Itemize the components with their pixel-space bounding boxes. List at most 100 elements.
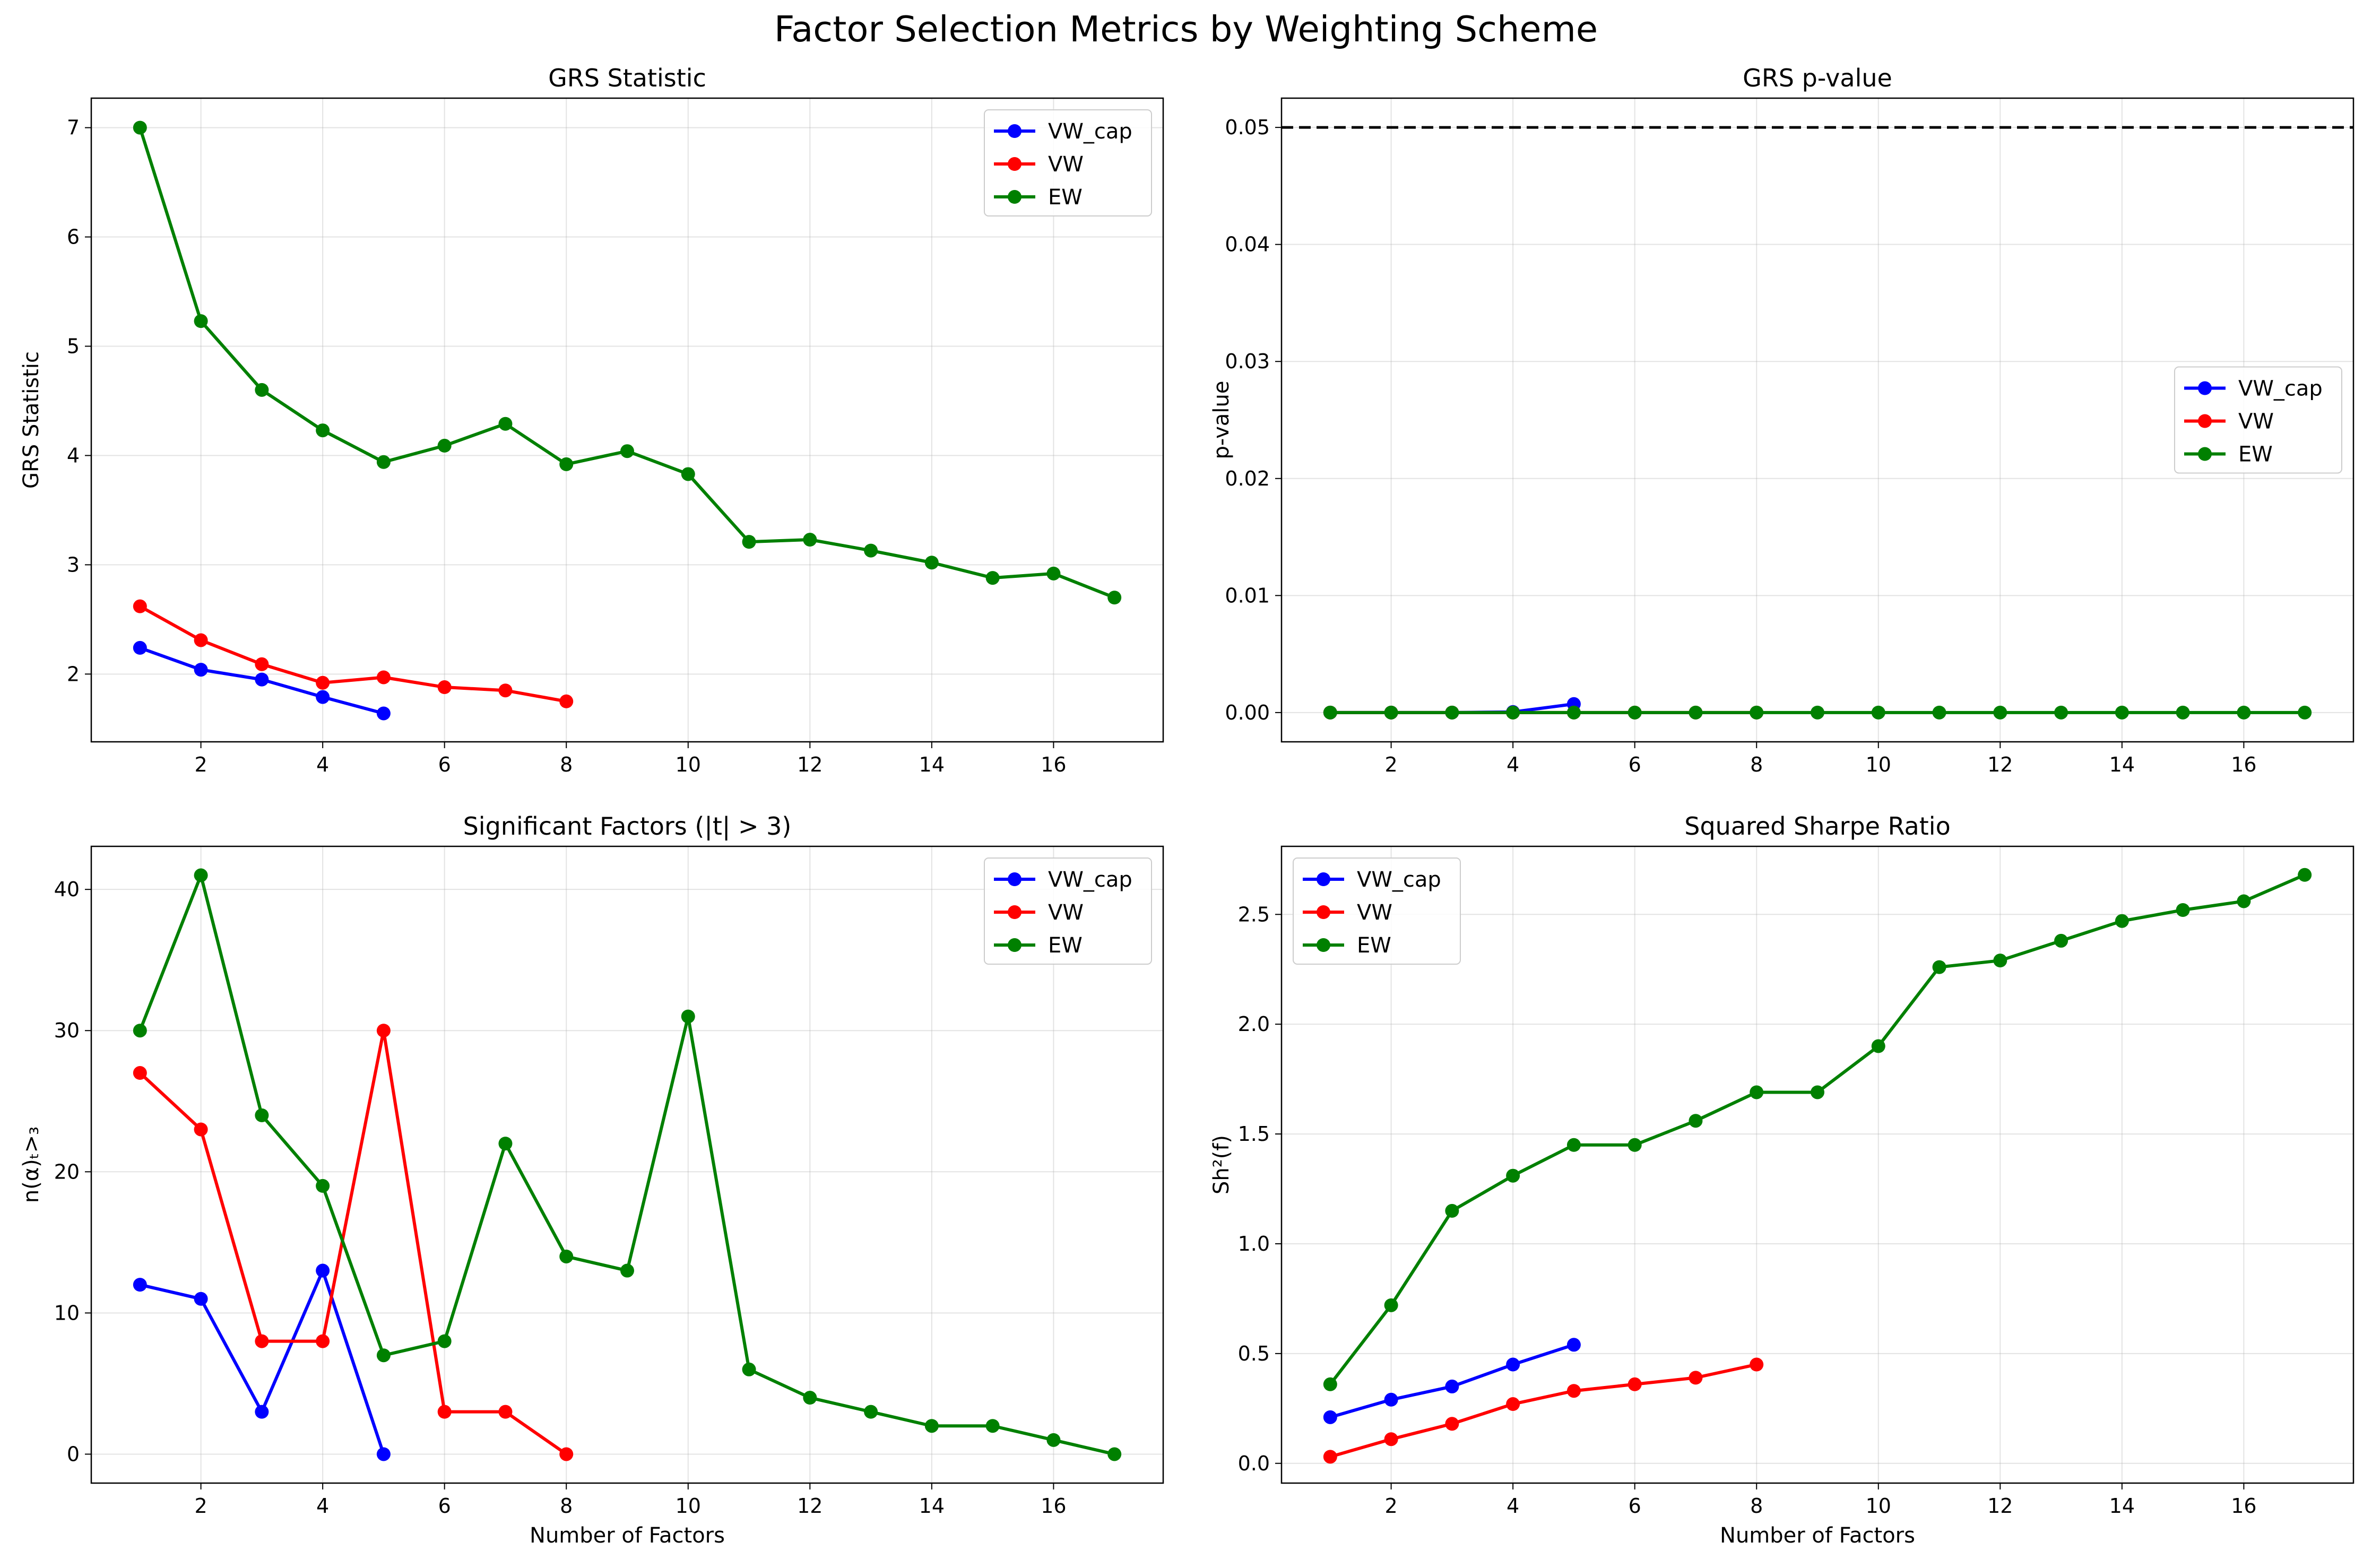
legend-marker-ew [2198,447,2212,461]
legend-marker-vw-cap [2198,381,2212,395]
data-point-vw-cap [255,672,269,687]
panel-title: GRS p-value [1743,64,1892,92]
axes-frame [1280,97,2354,743]
data-point-ew [194,314,208,328]
data-point-ew [803,1391,817,1405]
panel-title: Squared Sharpe Ratio [1684,812,1950,841]
y-tick-label: 3 [67,553,80,576]
legend-marker-ew [1317,938,1330,952]
legend-marker-vw-cap [1008,872,1021,886]
legend-marker-vw [1008,157,1021,171]
data-point-ew [1566,705,1581,720]
series-vw-cap [133,640,391,721]
data-point-vw [1566,1384,1581,1398]
data-point-ew [133,1024,147,1038]
data-point-vw-cap [1506,1357,1520,1372]
legend-box [2174,366,2342,474]
data-point-vw-cap [376,706,391,721]
data-point-ew [2054,705,2068,720]
x-tick-label: 12 [1987,753,2013,776]
data-point-ew [1871,705,1885,720]
x-tick-label: 10 [1866,1494,1891,1518]
data-point-vw [255,1334,269,1348]
legend-box [1293,857,1461,965]
data-point-vw-cap [133,1278,147,1292]
data-point-vw [498,683,513,698]
series-ew [133,120,1122,605]
x-tick-label: 2 [1384,753,1397,776]
legend-label-vw: VW [1357,900,1392,925]
data-point-vw-cap [133,640,147,655]
data-point-ew [1506,705,1520,720]
data-point-ew [1107,591,1122,605]
data-point-ew [133,120,147,135]
data-point-ew [1046,1433,1061,1447]
legend-label-vw: VW [2238,410,2274,434]
series-line-ew [138,873,1116,1456]
data-point-vw-cap [1445,1379,1459,1393]
data-point-ew [2298,868,2312,882]
y-tick-label: 40 [54,878,80,901]
x-axis-label: Number of Factors [530,1523,725,1548]
x-tick-label: 12 [797,753,823,776]
y-tick-label: 2.0 [1238,1012,1270,1036]
x-tick-label: 6 [438,1494,451,1518]
legend-label-ew: EW [1048,185,1083,210]
x-tick-label: 12 [1987,1494,2013,1518]
series-line-vw [1328,1363,1759,1459]
data-point-ew [376,1348,391,1363]
x-tick-label: 10 [676,1494,701,1518]
data-point-vw [376,1024,391,1038]
data-point-vw [498,1405,513,1419]
data-point-vw [316,675,330,690]
y-tick-label: 2 [67,662,80,686]
y-tick-label: 30 [54,1019,80,1042]
data-point-vw-cap [316,1263,330,1278]
data-point-ew [985,1419,1000,1433]
data-point-vw [255,657,269,671]
data-point-ew [498,1137,513,1151]
y-axis-label: GRS Statistic [19,351,44,489]
x-tick-label: 6 [1629,1494,1641,1518]
x-tick-label: 2 [194,1494,207,1518]
panel-title: Significant Factors (|t| > 3) [463,812,792,841]
data-point-ew [2176,705,2190,720]
legend-marker-vw-cap [1317,872,1330,886]
series-line-ew [1328,873,2307,1386]
x-axis-label: Number of Factors [1720,1523,1915,1548]
series-vw-cap [1323,1338,1581,1424]
data-point-ew [1689,1114,1703,1128]
data-point-ew [2237,894,2251,908]
y-tick-label: 0 [67,1442,80,1466]
data-point-ew [316,1179,330,1193]
data-point-ew [1046,566,1061,581]
x-tick-label: 2 [1384,1494,1397,1518]
data-point-vw [1689,1371,1703,1385]
legend: VW_cap VW EW [984,857,1152,965]
axes-frame [1280,845,2354,1484]
x-tick-label: 16 [1041,1494,1066,1518]
series-ew [1323,868,2312,1391]
legend-marker-vw [1317,905,1330,919]
data-point-ew [985,571,1000,585]
x-tick-label: 12 [797,1494,823,1518]
data-point-ew [1750,1085,1764,1099]
data-point-ew [1384,705,1398,720]
data-point-vw [133,599,147,613]
data-point-ew [2237,705,2251,720]
series-vw [1323,1357,1764,1464]
data-point-ew [924,1419,939,1433]
panel-top-right: 2 4 6 8 10 12 14 16 0.00 0.01 0.02 0.03 0.04 0.05 GRS … [1209,64,2354,776]
x-tick-label: 8 [560,1494,573,1518]
x-tick-label: 14 [919,1494,945,1518]
data-point-vw-cap [1384,1392,1398,1407]
series-line-vw [138,1029,568,1456]
data-point-ew [255,1108,269,1122]
legend-label-vw-cap: VW_cap [1048,119,1132,144]
data-point-ew [498,417,513,431]
y-tick-label: 0.0 [1238,1452,1270,1475]
data-point-ew [864,1405,878,1419]
legend: VW_cap VW EW [1293,857,1461,965]
series-vw [133,599,574,708]
